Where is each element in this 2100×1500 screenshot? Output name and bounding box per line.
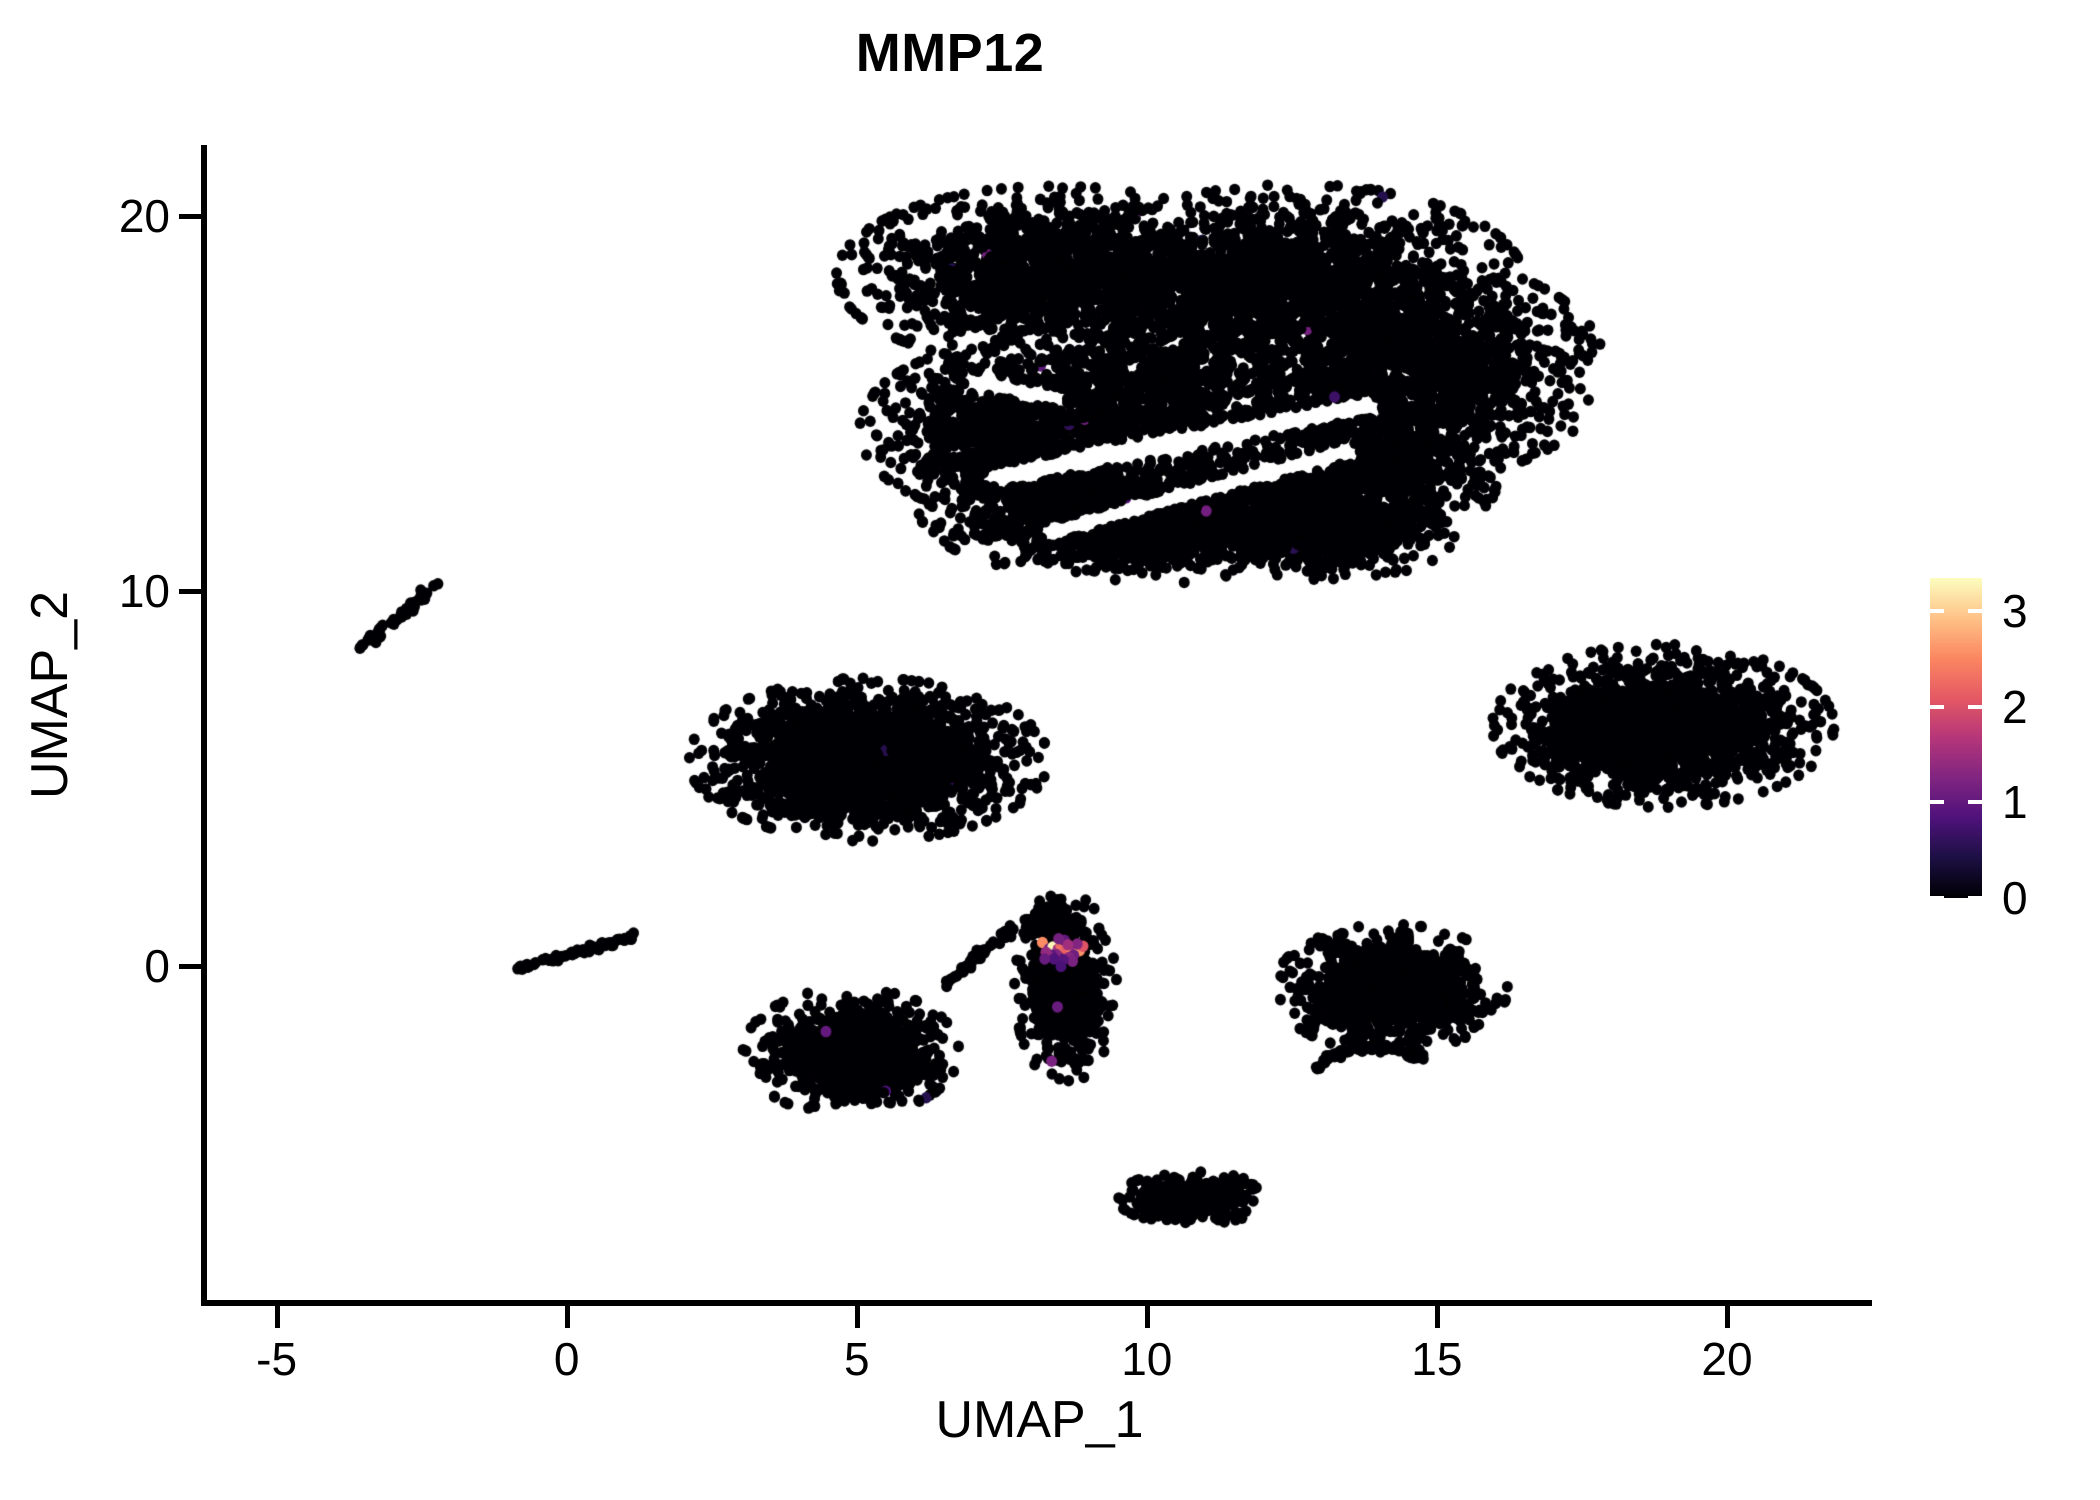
x-tick-label: 5 [843, 1333, 870, 1385]
y-tick-mark [179, 214, 201, 220]
legend-tick-label: 3 [2002, 585, 2028, 638]
legend-tick-mark [1930, 609, 1982, 614]
legend-colorbar [1930, 578, 1982, 898]
x-axis-line [201, 1300, 1872, 1306]
legend-tick-mark [1930, 896, 1982, 900]
y-axis-title: UMAP_2 [21, 590, 79, 800]
legend-tick-mark [1930, 704, 1982, 709]
x-tick-mark [1724, 1306, 1730, 1328]
legend-tick-mark [1930, 800, 1982, 805]
x-axis-title: UMAP_1 [935, 1391, 1144, 1449]
y-tick-label: 10 [118, 564, 170, 617]
page-title: MMP12 [855, 23, 1045, 83]
x-tick-mark [1144, 1306, 1150, 1328]
legend-tick-label: 0 [2002, 872, 2028, 924]
legend-tick-label: 1 [2002, 776, 2028, 829]
plot-panel [207, 145, 1872, 1303]
y-tick-mark [179, 588, 201, 594]
y-axis-line [201, 145, 207, 1306]
x-tick-label: 0 [553, 1333, 580, 1385]
x-tick-label: 15 [1411, 1333, 1463, 1385]
y-tick-label: 20 [118, 190, 170, 243]
x-tick-label: 20 [1701, 1333, 1753, 1385]
x-tick-label: -5 [256, 1333, 298, 1385]
x-tick-mark [274, 1306, 280, 1328]
y-tick-label: 0 [144, 939, 170, 992]
y-tick-mark [179, 963, 201, 969]
scatter-plot-canvas [207, 145, 1872, 1303]
x-tick-mark [1434, 1306, 1440, 1328]
x-tick-mark [854, 1306, 860, 1328]
legend-tick-label: 2 [2002, 680, 2028, 733]
x-tick-mark [564, 1306, 570, 1328]
x-tick-label: 10 [1121, 1333, 1173, 1385]
color-legend: 0 1 2 3 [1930, 578, 2090, 924]
